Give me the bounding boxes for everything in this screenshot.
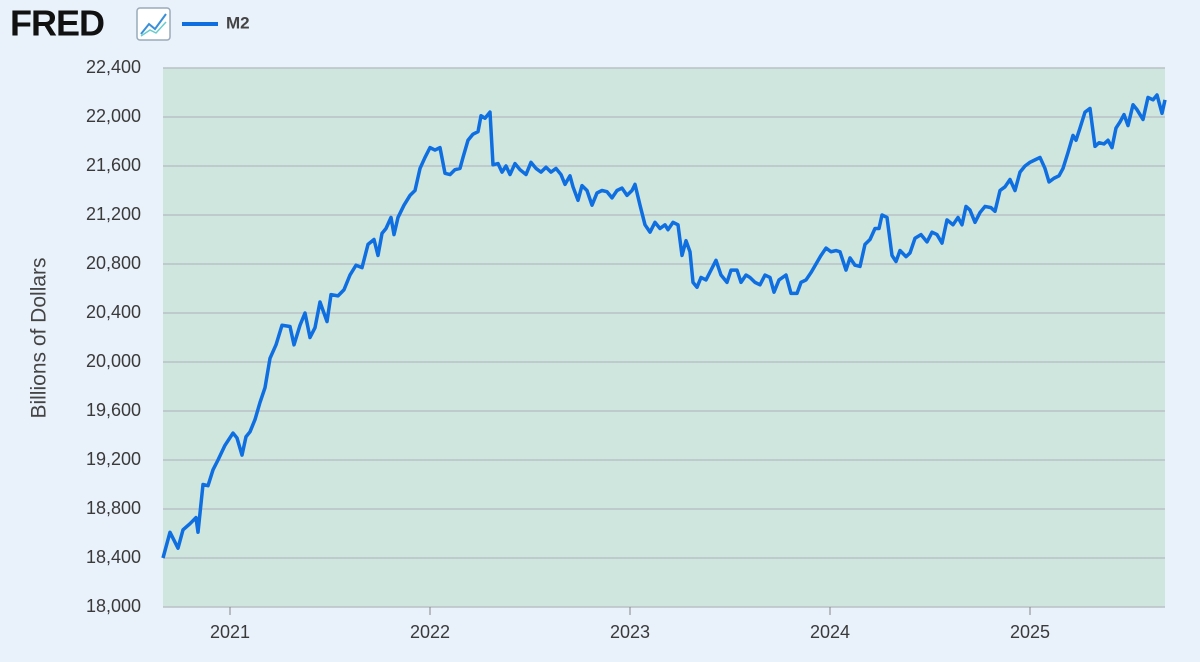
y-tick-label: 22,000 bbox=[86, 106, 141, 126]
y-tick-label: 20,400 bbox=[86, 302, 141, 322]
plot-area bbox=[163, 68, 1165, 607]
series-line bbox=[161, 93, 1167, 559]
y-tick-label: 18,400 bbox=[86, 547, 141, 567]
y-tick-label: 18,000 bbox=[86, 596, 141, 616]
x-tick-label: 2024 bbox=[810, 622, 850, 642]
y-tick-label: 20,800 bbox=[86, 253, 141, 273]
x-tick-label: 2021 bbox=[210, 622, 250, 642]
y-tick-label: 21,600 bbox=[86, 155, 141, 175]
y-tick-label: 20,000 bbox=[86, 351, 141, 371]
y-tick-label: 21,200 bbox=[86, 204, 141, 224]
legend-label: M2 bbox=[226, 13, 250, 32]
x-tick-label: 2022 bbox=[410, 622, 450, 642]
x-tick-label: 2023 bbox=[610, 622, 650, 642]
x-tick-label: 2025 bbox=[1010, 622, 1050, 642]
logo-icon bbox=[136, 7, 171, 41]
logo: FRED bbox=[10, 3, 104, 44]
y-tick-label: 19,600 bbox=[86, 400, 141, 420]
y-tick-label: 22,400 bbox=[86, 57, 141, 77]
y-tick-label: 19,200 bbox=[86, 449, 141, 469]
y-tick-label: 18,800 bbox=[86, 498, 141, 518]
y-axis-label: Billions of Dollars bbox=[28, 257, 51, 418]
